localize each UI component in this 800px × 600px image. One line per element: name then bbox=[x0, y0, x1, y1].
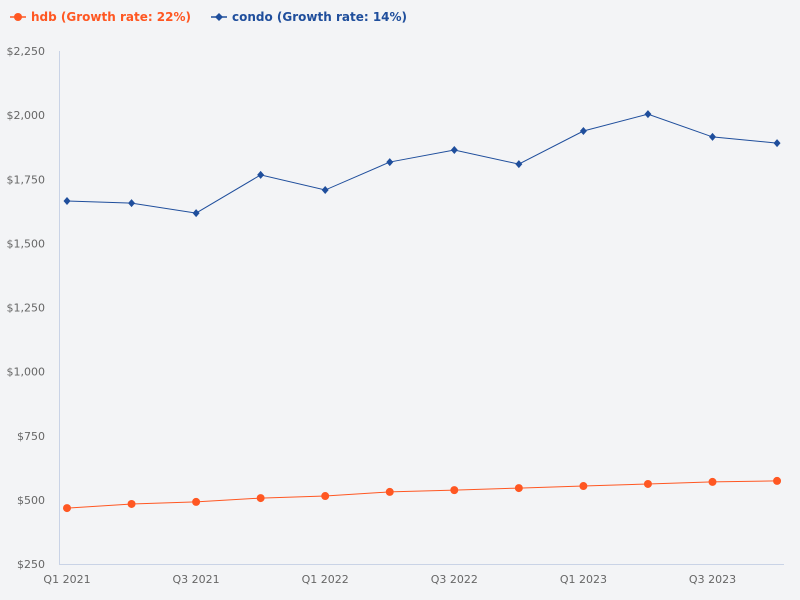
data-point[interactable] bbox=[63, 197, 71, 206]
circle-marker-icon bbox=[10, 13, 26, 21]
data-point[interactable] bbox=[579, 127, 587, 136]
legend: hdb (Growth rate: 22%) condo (Growth rat… bbox=[10, 10, 407, 24]
data-point[interactable] bbox=[450, 486, 459, 495]
legend-label-hdb: hdb (Growth rate: 22%) bbox=[31, 10, 192, 24]
legend-label-condo: condo (Growth rate: 14%) bbox=[232, 10, 408, 24]
data-point[interactable] bbox=[128, 199, 136, 208]
x-tick-label: Q3 2022 bbox=[431, 573, 478, 586]
data-point[interactable] bbox=[515, 160, 523, 169]
x-tick-label: Q1 2022 bbox=[302, 573, 349, 586]
data-point[interactable] bbox=[386, 158, 394, 167]
y-tick-label: $1,500 bbox=[7, 237, 46, 250]
data-point[interactable] bbox=[643, 479, 652, 488]
legend-item-hdb[interactable]: hdb (Growth rate: 22%) bbox=[10, 10, 191, 24]
data-point[interactable] bbox=[192, 209, 200, 218]
data-point[interactable] bbox=[256, 494, 265, 503]
data-point[interactable] bbox=[450, 146, 458, 155]
series-hdb bbox=[63, 476, 782, 513]
data-point[interactable] bbox=[709, 132, 716, 141]
x-tick-label: Q1 2023 bbox=[560, 573, 607, 586]
y-tick-label: $750 bbox=[17, 430, 45, 443]
data-point[interactable] bbox=[773, 139, 781, 148]
series-line bbox=[66, 480, 778, 509]
diamond-marker-icon bbox=[211, 13, 228, 21]
x-tick-label: Q3 2021 bbox=[173, 573, 220, 586]
y-tick-label: $1,750 bbox=[7, 173, 46, 186]
data-point[interactable] bbox=[385, 487, 394, 496]
data-point[interactable] bbox=[63, 504, 71, 513]
data-point[interactable] bbox=[773, 476, 782, 485]
y-tick-label: $1,250 bbox=[7, 302, 46, 315]
series-line bbox=[66, 113, 778, 214]
data-point[interactable] bbox=[321, 186, 329, 195]
y-tick-label: $500 bbox=[17, 494, 45, 507]
data-point[interactable] bbox=[579, 482, 588, 491]
data-point[interactable] bbox=[192, 497, 201, 506]
y-tick-label: $2,000 bbox=[7, 109, 46, 122]
data-point[interactable] bbox=[321, 492, 330, 501]
x-tick-label: Q1 2021 bbox=[43, 573, 90, 586]
x-tick-label: Q3 2023 bbox=[689, 573, 736, 586]
legend-item-condo[interactable]: condo (Growth rate: 14%) bbox=[211, 10, 407, 24]
data-point[interactable] bbox=[708, 477, 717, 486]
y-tick-label: $2,250 bbox=[7, 45, 46, 58]
y-tick-label: $250 bbox=[17, 558, 45, 571]
data-point[interactable] bbox=[644, 110, 652, 119]
y-tick-label: $1,000 bbox=[7, 366, 46, 379]
data-point[interactable] bbox=[257, 170, 265, 179]
data-point[interactable] bbox=[514, 484, 523, 493]
data-point[interactable] bbox=[127, 499, 136, 508]
series-condo bbox=[63, 110, 781, 218]
